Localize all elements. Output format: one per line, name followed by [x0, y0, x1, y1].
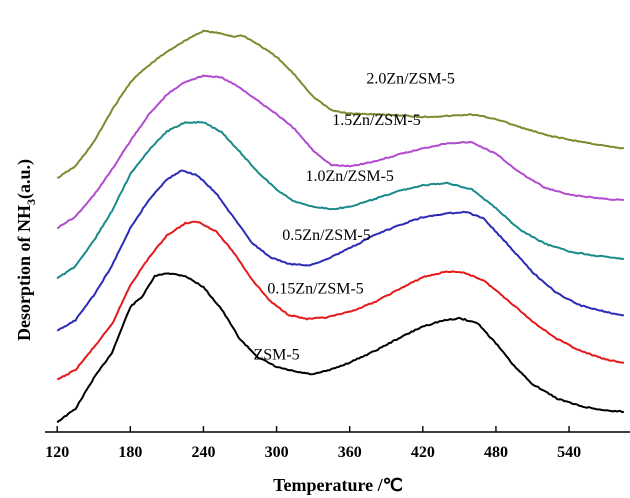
- series-label: ZSM-5: [253, 347, 299, 364]
- x-tick-label: 300: [265, 444, 289, 461]
- series-line-1-5zn-zsm-5: [56, 74, 625, 230]
- y-axis-title-main: Desorption of NH: [14, 205, 34, 341]
- series-line-2-0zn-zsm-5: [56, 29, 625, 179]
- series-line-zsm-5: [56, 272, 625, 424]
- x-tick-layer: 120 180 240 300 360 420 480 540: [45, 426, 581, 461]
- x-tick-label: 540: [557, 444, 581, 461]
- series-label: 1.0Zn/ZSM-5: [305, 168, 393, 185]
- series-line-0-15zn-zsm-5: [56, 220, 625, 381]
- series-line-0-5zn-zsm-5: [56, 169, 624, 332]
- series-label: 1.5Zn/ZSM-5: [332, 112, 420, 129]
- x-tick-label: 360: [338, 444, 362, 461]
- x-axis-title: Temperature /℃: [273, 475, 403, 495]
- y-axis-title-unit: (a.u.): [14, 159, 35, 199]
- x-tick-label: 120: [45, 444, 69, 461]
- series-label: 2.0Zn/ZSM-5: [366, 70, 454, 87]
- series-line-1-0zn-zsm-5: [56, 120, 625, 280]
- y-axis-title: Desorption of NH3(a.u.): [14, 159, 38, 341]
- x-tick-label: 180: [118, 444, 142, 461]
- series-label: 0.5Zn/ZSM-5: [282, 227, 370, 244]
- series-label: 0.15Zn/ZSM-5: [267, 280, 363, 297]
- series-layer: [56, 29, 625, 424]
- x-tick-label: 240: [191, 444, 215, 461]
- x-tick-label: 480: [484, 444, 508, 461]
- y-axis-title-subscript: 3: [24, 199, 38, 205]
- series-label-layer: ZSM-5 0.15Zn/ZSM-5 0.5Zn/ZSM-5 1.0Zn/ZSM-5 1…: [253, 70, 454, 363]
- x-tick-label: 420: [411, 444, 435, 461]
